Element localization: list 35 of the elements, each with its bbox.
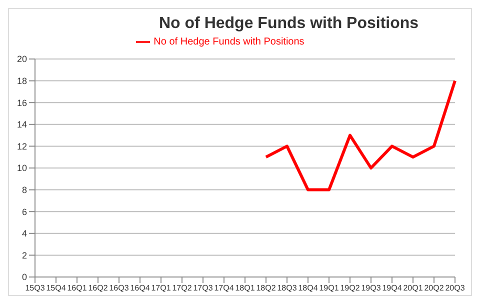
y-tick-label: 12 [16, 141, 27, 152]
x-tick-label: 20Q1 [403, 284, 424, 293]
line-series [264, 79, 456, 192]
chart-title: No of Hedge Funds with Positions [159, 15, 419, 33]
x-tick-label: 19Q1 [319, 284, 340, 293]
y-tick-label: 2 [22, 250, 27, 260]
y-tick-label: 6 [22, 206, 27, 217]
x-tick-label: 19Q2 [340, 284, 360, 293]
x-tick-label: 16Q1 [67, 284, 88, 293]
x-tick-label: 17Q4 [214, 284, 234, 293]
x-tick-label: 20Q2 [424, 284, 444, 293]
y-tick-label: 18 [16, 76, 27, 86]
x-tick-label: 17Q2 [172, 284, 192, 293]
y-tick-label: 16 [16, 98, 27, 108]
x-tick-label: 19Q3 [361, 284, 382, 293]
x-tick-label: 17Q3 [193, 284, 214, 293]
legend-label: No of Hedge Funds with Positions [154, 36, 304, 48]
x-tick-label: 15Q3 [25, 284, 46, 293]
y-tick-label: 0 [22, 272, 27, 282]
y-tick-label: 8 [22, 184, 27, 195]
x-tick-label: 18Q1 [235, 284, 256, 293]
y-tick-label: 10 [16, 163, 27, 174]
x-tick-label: 19Q4 [382, 284, 402, 293]
y-tick-label: 14 [16, 120, 27, 130]
x-tick-label: 15Q4 [46, 284, 66, 293]
y-tick-label: 4 [22, 228, 27, 239]
x-tick-label: 17Q1 [151, 284, 172, 293]
x-tick-label: 18Q2 [256, 284, 276, 293]
x-tick-label: 18Q3 [277, 284, 298, 293]
x-tick-label: 16Q2 [88, 284, 108, 293]
x-tick-label: 20Q3 [445, 284, 466, 293]
x-tick-label: 18Q4 [298, 284, 318, 293]
x-tick-label: 16Q3 [109, 284, 130, 293]
x-tick-label: 16Q4 [130, 284, 150, 293]
y-tick-label: 20 [16, 54, 27, 64]
